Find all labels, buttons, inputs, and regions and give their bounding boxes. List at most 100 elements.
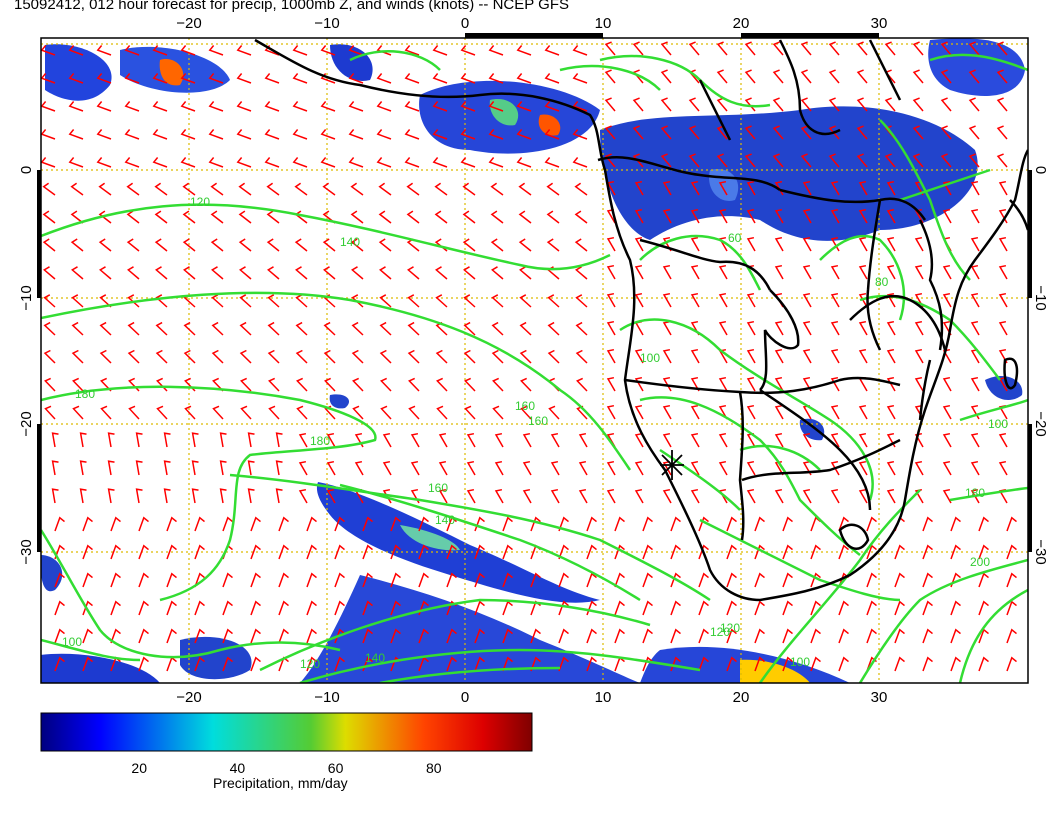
wind-barb <box>239 294 252 308</box>
wind-barb <box>586 544 597 560</box>
wind-barb <box>110 572 121 588</box>
wind-barb <box>127 266 140 280</box>
wind-barb <box>575 294 588 308</box>
wind-barb <box>774 432 784 448</box>
wind-barb <box>488 73 504 84</box>
wind-barb <box>690 236 700 252</box>
wind-barb <box>110 544 121 560</box>
wind-barb <box>810 628 821 644</box>
wind-barb <box>894 600 905 616</box>
wind-barb <box>802 236 812 252</box>
wind-barb <box>718 320 728 336</box>
wind-barb <box>247 432 255 448</box>
wind-barb <box>491 266 504 280</box>
wind-barb <box>746 488 756 504</box>
wind-barb <box>547 294 560 308</box>
wind-barb <box>520 377 532 392</box>
wind-barb <box>614 600 625 616</box>
wind-barb <box>660 41 672 56</box>
wind-barb <box>488 129 504 140</box>
wind-barb <box>98 238 112 252</box>
wind-barb <box>718 376 728 392</box>
wind-barb <box>690 488 700 504</box>
wind-barb <box>492 405 504 420</box>
wind-barb <box>516 101 532 112</box>
wind-barb <box>334 572 345 588</box>
wind-barb <box>320 157 336 168</box>
wind-barb <box>922 572 933 588</box>
lon-tick-labels-bottom: −20 −10 0 10 20 30 <box>176 689 887 706</box>
wind-barb <box>446 572 457 588</box>
wind-barb <box>351 321 364 336</box>
wind-barb <box>163 488 171 504</box>
wind-barb <box>306 600 317 616</box>
wind-barb <box>463 349 476 364</box>
wind-barb <box>698 572 709 588</box>
wind-barb <box>99 349 112 364</box>
wind-barb <box>558 544 569 560</box>
wind-barb <box>698 544 709 560</box>
wind-barb <box>978 572 989 588</box>
wind-barb <box>858 460 868 476</box>
wind-barb <box>830 376 840 392</box>
wind-barb <box>858 264 868 280</box>
wind-barb <box>407 266 420 280</box>
colorbar-label: Precipitation, mm/day <box>213 775 348 791</box>
wind-barb <box>211 266 224 280</box>
wind-barb <box>604 153 616 168</box>
wind-barb <box>606 404 616 420</box>
wind-barb <box>390 628 401 644</box>
wind-barb <box>698 628 709 644</box>
wind-barb <box>124 157 140 168</box>
wind-barb <box>606 292 616 308</box>
wind-barb <box>858 348 868 364</box>
wind-barb <box>970 208 980 224</box>
wind-barb <box>572 129 588 140</box>
wind-barb <box>166 572 177 588</box>
wind-barb <box>518 182 532 196</box>
wind-barb <box>107 460 115 476</box>
wind-barb <box>547 349 560 364</box>
wind-barb <box>334 544 345 560</box>
wind-barb <box>614 544 625 560</box>
wind-barb <box>264 101 280 112</box>
wind-barb <box>99 266 112 280</box>
wind-barb <box>352 377 364 392</box>
wind-barb <box>662 292 672 308</box>
wind-barb <box>135 488 143 504</box>
wind-barb <box>180 129 196 140</box>
wind-barb <box>326 432 336 448</box>
wind-barb <box>82 600 93 616</box>
wind-barb <box>494 432 504 448</box>
wind-barb <box>446 656 457 672</box>
page-title: 15092412, 012 hour forecast for precip, … <box>14 0 569 13</box>
wind-barb <box>800 153 812 168</box>
wind-barb <box>79 488 87 504</box>
wind-barb <box>236 45 252 56</box>
wind-barb <box>688 97 700 112</box>
wind-barb <box>320 101 336 112</box>
wind-barb <box>718 264 728 280</box>
wind-barb <box>460 129 476 140</box>
wind-barb <box>435 266 448 280</box>
wind-barb <box>322 182 336 196</box>
wind-barb <box>502 656 513 672</box>
wind-barb <box>858 292 868 308</box>
wind-barb <box>434 182 448 196</box>
wind-barb <box>800 69 812 84</box>
wind-barb <box>124 101 140 112</box>
wind-barb <box>550 488 560 504</box>
wind-barb <box>212 377 224 392</box>
wind-barb <box>350 182 364 196</box>
wind-barb <box>606 348 616 364</box>
wind-barb <box>922 656 933 672</box>
lon-tick-label: 20 <box>733 15 750 32</box>
wind-barb <box>54 572 65 588</box>
wind-barb <box>247 488 255 504</box>
wind-barb <box>518 238 532 252</box>
wind-barb <box>886 320 896 336</box>
wind-barb <box>782 516 793 532</box>
wind-barb <box>886 236 896 252</box>
wind-barb <box>690 376 700 392</box>
wind-barb <box>828 153 840 168</box>
